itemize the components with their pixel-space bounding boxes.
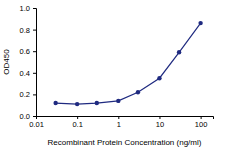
marker [177,50,181,54]
x-tick-mark [77,116,78,119]
x-tick-label: 0.01 [29,120,44,129]
x-tick: 1 [117,116,121,129]
x-tick: 0.1 [72,116,82,129]
marker [53,101,57,105]
x-axis-title: Recombinant Protein Concentration (ng/ml… [48,138,202,147]
marker [136,90,140,94]
marker [75,102,79,106]
x-tick-mark [118,116,119,119]
x-tick-mark [201,116,202,119]
y-tick-label: 1.0 [20,4,30,13]
y-tick-mark [33,8,36,9]
y-tick-label: 0.8 [20,26,30,35]
y-tick-mark [33,94,36,95]
x-tick-label: 0.1 [72,120,82,129]
y-tick-mark [33,73,36,74]
marker [95,101,99,105]
marker [157,76,161,80]
y-axis: 0.0 0.2 0.4 0.6 0.8 1.0 [20,4,37,121]
y-tick-mark [33,116,36,117]
y-tick-label: 0.4 [20,69,30,78]
y-tick-mark [33,30,36,31]
x-tick-label: 1 [117,120,121,129]
y-tick: 0.6 [20,47,36,56]
y-tick: 0.8 [20,26,36,35]
y-tick-label: 0.2 [20,90,30,99]
y-tick: 0.0 [20,112,36,121]
marker [116,99,120,103]
y-axis-line [33,9,37,117]
plot-area: 0.01 0.1 1 10 100 0.0 0.2 0.4 0.6 0.8 1.0 [20,4,214,129]
y-tick: 1.0 [20,4,36,13]
x-tick: 10 [156,116,164,129]
y-tick: 0.4 [20,69,36,78]
x-tick: 0.01 [29,116,44,129]
y-tick: 0.2 [20,90,36,99]
marker [198,21,202,25]
x-axis: 0.01 0.1 1 10 100 [29,116,213,129]
line [56,23,201,104]
chart: 0.01 0.1 1 10 100 0.0 0.2 0.4 0.6 0.8 1.0 Recombina… [0,0,225,150]
series [53,21,202,106]
y-tick-label: 0.0 [20,112,30,121]
x-tick-label: 10 [156,120,164,129]
x-tick: 100 [195,116,208,129]
x-axis-line [37,117,214,120]
x-tick-label: 100 [195,120,208,129]
y-tick-mark [33,51,36,52]
y-axis-title: OD450 [2,49,11,75]
x-tick-mark [159,116,160,119]
y-tick-label: 0.6 [20,47,30,56]
